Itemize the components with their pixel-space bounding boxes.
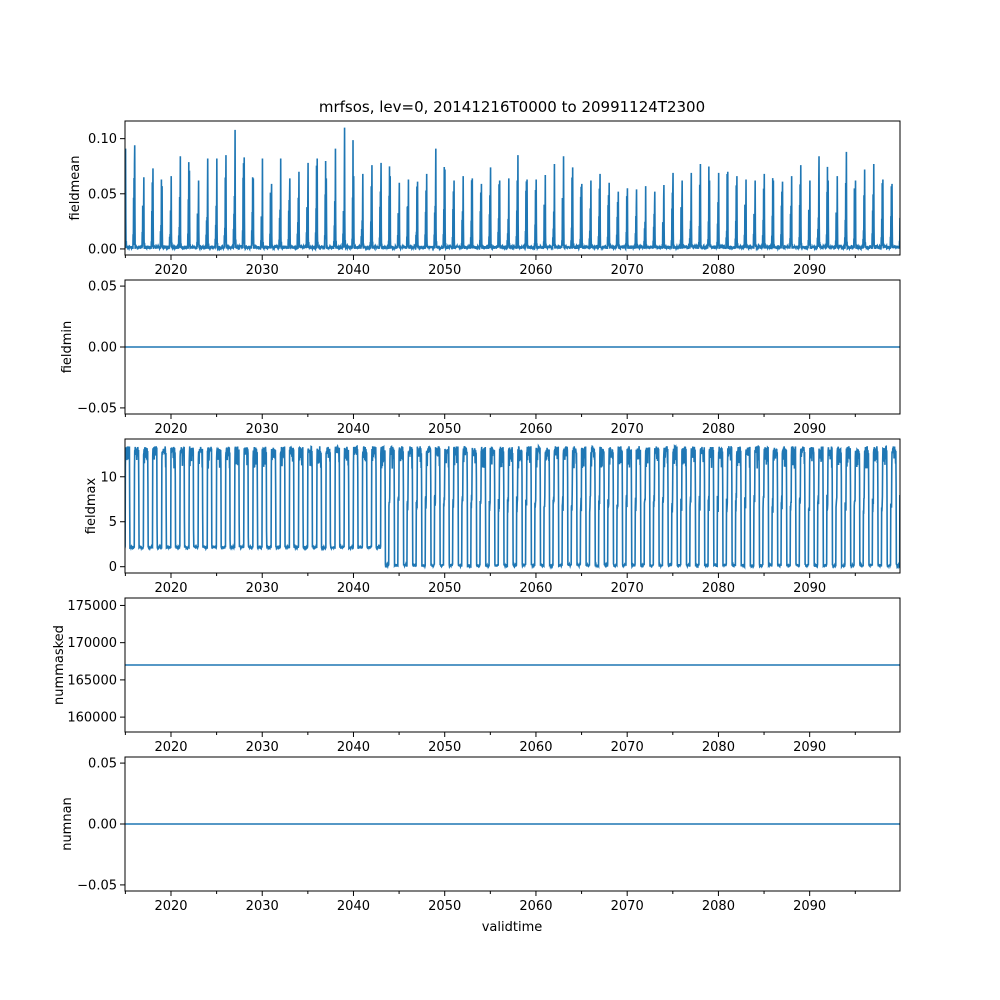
x-tick-label: 2050: [428, 422, 461, 437]
series-line-fieldmax: [125, 443, 900, 570]
axes-frame-fieldmean: [124, 120, 901, 256]
x-tick-label: 2080: [702, 263, 735, 278]
y-tick-label: 0.05: [88, 757, 117, 772]
axes-frame-fieldmax: [124, 438, 901, 574]
x-tick-label: 2020: [154, 899, 187, 914]
x-tick-label: 2070: [611, 263, 644, 278]
x-tick-label: 2020: [154, 263, 187, 278]
x-tick-label: 2020: [154, 740, 187, 755]
x-tick-label: 2070: [611, 740, 644, 755]
panel-fieldmin: 2020 2030 2040 2050 2060 2070 2080 2090 −0.05 0.0…: [60, 279, 901, 437]
x-tick-label: 2080: [702, 581, 735, 596]
x-tick-label: 2040: [337, 263, 370, 278]
x-tick-label: 2080: [702, 740, 735, 755]
x-axis-label: validtime: [482, 920, 543, 935]
x-tick-label: 2050: [428, 263, 461, 278]
x-tick-label: 2060: [519, 422, 552, 437]
y-tick-label: −0.05: [77, 401, 117, 416]
x-tick-label: 2090: [793, 581, 826, 596]
x-tick-label: 2040: [337, 581, 370, 596]
x-tick-label: 2060: [519, 263, 552, 278]
panels: 2020 2030 2040 2050 2060 2070 2080 2090 0.00 0.05…: [52, 120, 901, 914]
x-tick-label: 2090: [793, 740, 826, 755]
y-tick-label: −0.05: [77, 878, 117, 893]
y-tick-label: 10: [100, 470, 117, 485]
series-line-fieldmean: [125, 127, 900, 252]
x-tick-label: 2040: [337, 899, 370, 914]
y-tick-label: 0.10: [88, 132, 117, 147]
x-tick-label: 2020: [154, 422, 187, 437]
x-tick-label: 2080: [702, 422, 735, 437]
x-tick-label: 2060: [519, 740, 552, 755]
x-tick-label: 2060: [519, 899, 552, 914]
x-tick-label: 2070: [611, 422, 644, 437]
y-tick-label: 175000: [67, 599, 117, 614]
axes-frame-nummasked: [124, 597, 901, 733]
x-tick-label: 2080: [702, 899, 735, 914]
y-axis-label-fieldmax: fieldmax: [84, 478, 99, 535]
y-tick-label: 0.00: [88, 818, 117, 833]
y-tick-label: 0.05: [88, 280, 117, 295]
y-tick-label: 170000: [67, 636, 117, 651]
panel-fieldmax: 2020 2030 2040 2050 2060 2070 2080 2090 0 5 10fiel…: [84, 438, 901, 596]
y-axis-label-fieldmin: fieldmin: [60, 321, 75, 374]
x-tick-label: 2030: [246, 740, 279, 755]
panel-fieldmean: 2020 2030 2040 2050 2060 2070 2080 2090 0.00 0.05…: [68, 120, 901, 278]
y-tick-label: 0.05: [88, 187, 117, 202]
x-tick-label: 2030: [246, 263, 279, 278]
y-tick-label: 5: [109, 515, 117, 530]
y-axis-label-nummasked: nummasked: [52, 625, 67, 705]
chart-title: mrfsos, lev=0, 20141216T0000 to 20991124…: [319, 98, 705, 116]
x-tick-label: 2020: [154, 581, 187, 596]
x-tick-label: 2060: [519, 581, 552, 596]
x-tick-label: 2070: [611, 899, 644, 914]
x-tick-label: 2090: [793, 263, 826, 278]
y-tick-label: 0.00: [88, 341, 117, 356]
x-tick-label: 2090: [793, 422, 826, 437]
x-tick-label: 2040: [337, 422, 370, 437]
panel-numnan: 2020 2030 2040 2050 2060 2070 2080 2090 −0.05 0.0…: [60, 756, 901, 914]
x-tick-label: 2030: [246, 422, 279, 437]
x-tick-label: 2040: [337, 740, 370, 755]
x-tick-label: 2030: [246, 899, 279, 914]
x-tick-label: 2050: [428, 899, 461, 914]
y-axis-label-fieldmean: fieldmean: [68, 156, 83, 221]
panel-nummasked: 2020 2030 2040 2050 2060 2070 2080 2090 160000 16…: [52, 597, 901, 755]
y-tick-label: 0: [109, 560, 117, 575]
x-tick-label: 2050: [428, 581, 461, 596]
x-tick-label: 2030: [246, 581, 279, 596]
y-axis-label-numnan: numnan: [60, 797, 75, 851]
x-tick-label: 2090: [793, 899, 826, 914]
y-tick-label: 165000: [67, 673, 117, 688]
y-tick-label: 0.00: [88, 242, 117, 257]
y-tick-label: 160000: [67, 711, 117, 726]
x-tick-label: 2070: [611, 581, 644, 596]
x-tick-label: 2050: [428, 740, 461, 755]
